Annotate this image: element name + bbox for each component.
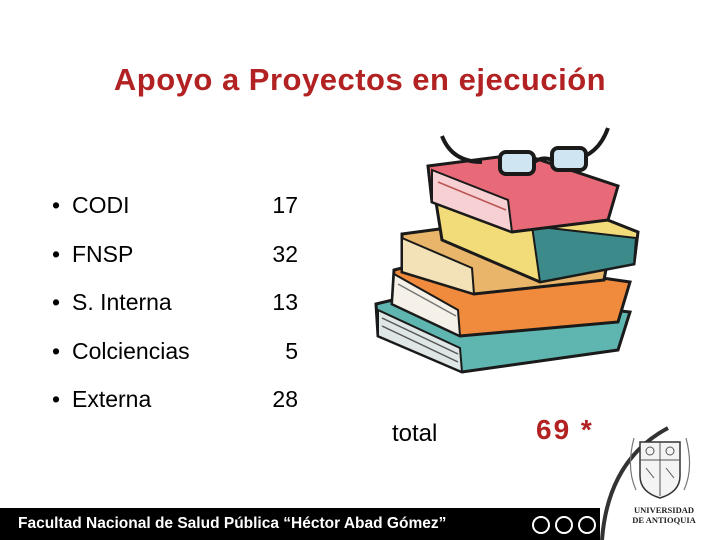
item-label: FNSP xyxy=(72,240,134,267)
stacked-books-icon xyxy=(374,127,640,374)
bullet: • xyxy=(52,192,61,218)
footer-bar: Facultad Nacional de Salud Pública “Héct… xyxy=(0,508,600,540)
item-label: Externa xyxy=(72,386,152,412)
bullet: • xyxy=(52,240,61,267)
item-value: 5 xyxy=(285,337,298,364)
item-label: Colciencias xyxy=(72,337,190,364)
item-value: 32 xyxy=(272,240,298,267)
total-label: total xyxy=(392,420,438,447)
bullet: • xyxy=(52,386,61,412)
item-value: 28 xyxy=(272,386,298,412)
item-label: CODI xyxy=(72,192,130,218)
bullet: • xyxy=(52,337,61,364)
item-value: 13 xyxy=(272,289,298,315)
slide-title: Apoyo a Proyectos en ejecución xyxy=(113,62,607,97)
item-value: 17 xyxy=(272,192,298,218)
navigation-dots-icon xyxy=(532,516,596,534)
university-name: UNIVERSIDAD DE ANTIOQUIA xyxy=(632,505,696,525)
university-seal-icon xyxy=(600,424,720,540)
total-value: 69 * xyxy=(536,414,594,445)
item-label: S. Interna xyxy=(72,289,172,315)
bullet: • xyxy=(52,289,61,315)
